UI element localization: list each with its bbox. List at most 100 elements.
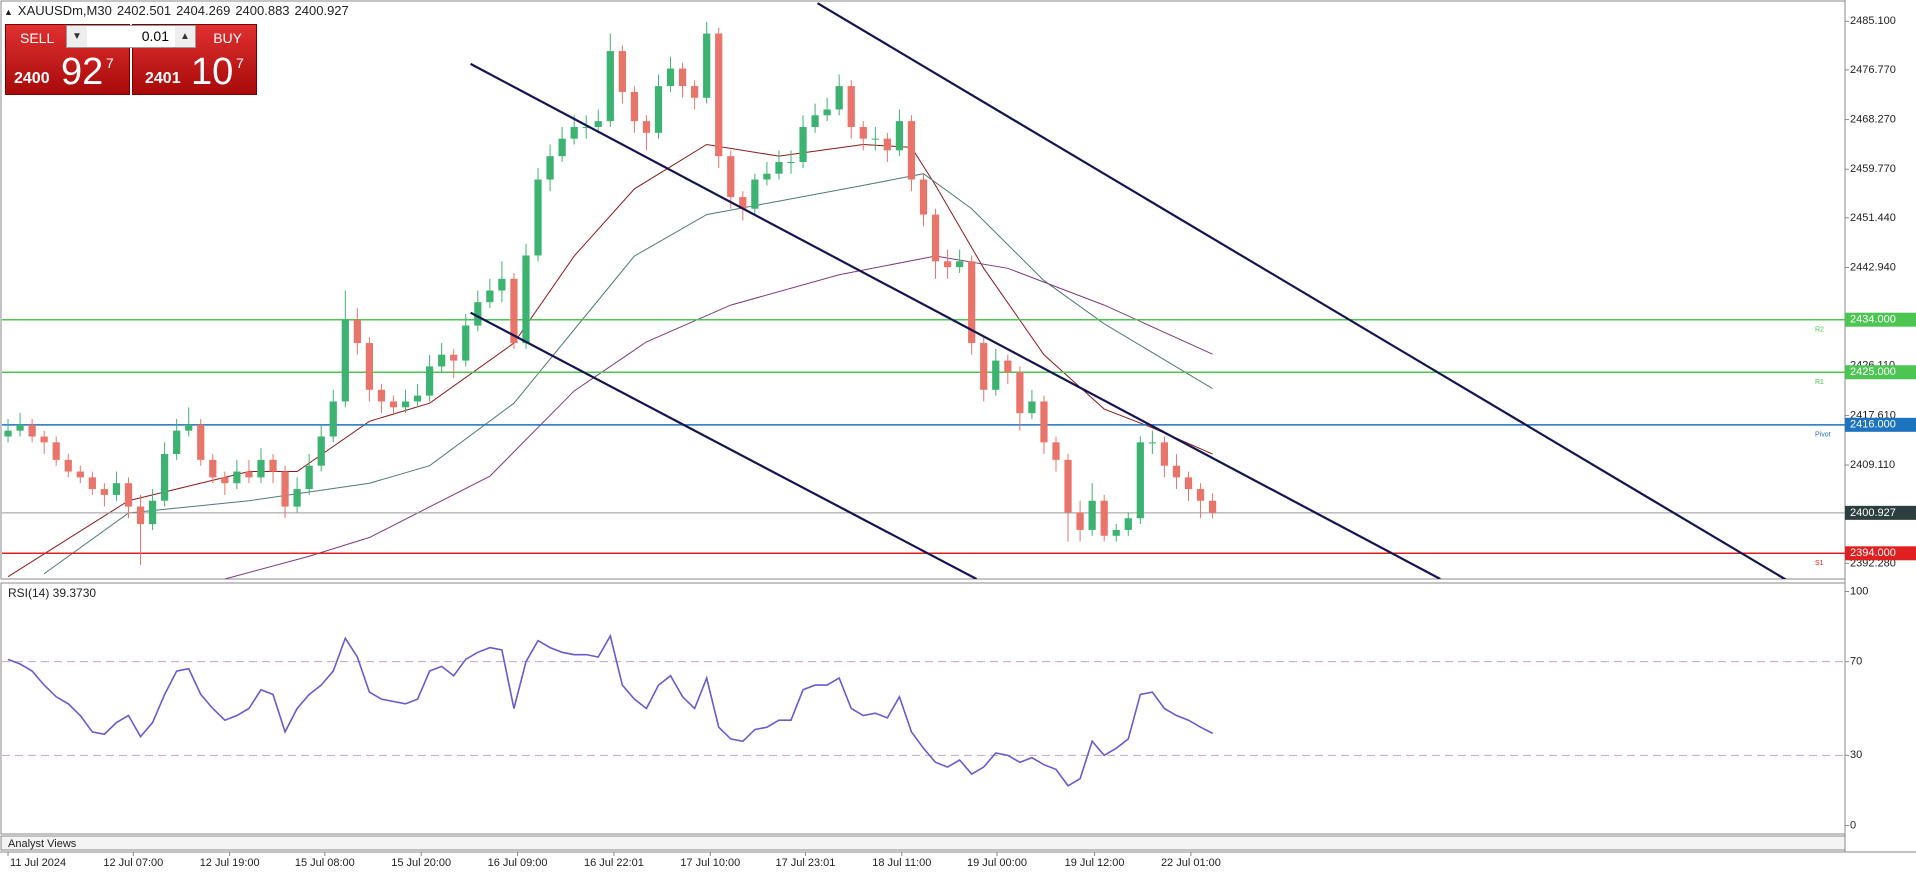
candle-body bbox=[245, 471, 253, 478]
x-tick-label: 12 Jul 19:00 bbox=[200, 857, 260, 869]
candle-body bbox=[1184, 477, 1193, 490]
ask-small: 7 bbox=[236, 55, 244, 71]
candle-body bbox=[293, 489, 301, 507]
y-tick-label: 2409.110 bbox=[1850, 459, 1895, 471]
candle-body bbox=[582, 126, 590, 128]
candle-body bbox=[1016, 372, 1024, 414]
candle-body bbox=[353, 319, 361, 344]
level-tag: R1 bbox=[1815, 379, 1824, 386]
candle-body bbox=[401, 401, 410, 408]
candle-body bbox=[1004, 360, 1012, 373]
x-tick-label: 12 Jul 07:00 bbox=[103, 857, 163, 869]
rsi-plot bbox=[2, 633, 1845, 787]
candle-body bbox=[64, 459, 72, 472]
y-tick-label: 2451.440 bbox=[1850, 212, 1896, 224]
candle-body bbox=[956, 261, 964, 268]
x-tick-label: 15 Jul 20:00 bbox=[391, 857, 451, 869]
lot-decrease[interactable]: ▼ bbox=[67, 26, 87, 47]
candle-body bbox=[715, 33, 723, 157]
x-tick-label: 17 Jul 23:01 bbox=[775, 857, 835, 869]
sell-label: SELL bbox=[20, 30, 55, 46]
high: 2404.269 bbox=[176, 3, 231, 18]
level-label-box bbox=[1845, 312, 1916, 327]
candle-body bbox=[594, 121, 602, 127]
candle-body bbox=[847, 86, 855, 127]
close: 2400.927 bbox=[294, 3, 349, 18]
candle-body bbox=[317, 436, 325, 466]
axes: 2485.100 2476.770 2468.270 2459.770 2451.440… bbox=[7, 15, 1916, 869]
candle-body bbox=[88, 477, 96, 490]
candle-body bbox=[558, 138, 566, 157]
candle-body bbox=[221, 477, 229, 484]
candle-body bbox=[823, 109, 831, 116]
candle-body bbox=[907, 121, 916, 180]
candle-body bbox=[1208, 500, 1217, 513]
x-tick-label: 17 Jul 10:00 bbox=[680, 857, 740, 869]
candle-body bbox=[426, 366, 434, 396]
level-tag: S1 bbox=[1815, 560, 1824, 567]
candle-body bbox=[1052, 442, 1060, 460]
lot-input[interactable]: ▼ 0.01 ▲ bbox=[66, 25, 196, 48]
candle-body bbox=[100, 489, 109, 495]
level-tag: Pivot bbox=[1815, 432, 1831, 439]
moving-average bbox=[7, 143, 1213, 578]
candle-body bbox=[1148, 442, 1156, 444]
candle-body bbox=[1100, 500, 1108, 536]
level-label-box bbox=[1845, 417, 1916, 432]
trendline bbox=[470, 62, 1441, 579]
ask-main: 10 bbox=[191, 51, 234, 93]
level-label: 2434.000 bbox=[1850, 314, 1896, 326]
level-label: 2425.000 bbox=[1850, 366, 1896, 378]
candle-body bbox=[522, 255, 530, 344]
candle-body bbox=[269, 459, 277, 472]
candle-body bbox=[462, 325, 470, 361]
y-tick-label: 0 bbox=[1850, 819, 1856, 831]
bid-big: 2400 bbox=[14, 70, 50, 87]
candle-body bbox=[1064, 459, 1072, 513]
symbol: XAUUSDm,M30 bbox=[17, 3, 112, 18]
candle-body bbox=[76, 471, 84, 478]
candle-body bbox=[474, 302, 482, 326]
price-panel-frame bbox=[0, 0, 1846, 580]
candle-body bbox=[486, 290, 494, 303]
y-tick-label: 70 bbox=[1850, 656, 1862, 668]
candle-body bbox=[1196, 489, 1205, 501]
candle-body bbox=[751, 179, 759, 209]
moving-average bbox=[43, 173, 1213, 575]
candle-body bbox=[233, 471, 241, 484]
candle-body bbox=[1124, 518, 1132, 530]
candle-body bbox=[510, 278, 518, 344]
candle-body bbox=[763, 173, 771, 180]
candle-body bbox=[799, 126, 807, 163]
candle-body bbox=[389, 401, 398, 408]
lot-increase[interactable]: ▲ bbox=[175, 26, 195, 47]
candle-body bbox=[112, 483, 121, 495]
level-label: 2416.000 bbox=[1850, 419, 1896, 431]
candle-body bbox=[413, 395, 422, 402]
candle-body bbox=[365, 343, 374, 390]
candle-body bbox=[919, 179, 928, 215]
open: 2402.501 bbox=[116, 3, 172, 18]
candle-body bbox=[1028, 401, 1036, 414]
bid-main: 92 bbox=[61, 51, 104, 93]
candle-body bbox=[148, 500, 157, 525]
candle-body bbox=[883, 138, 891, 151]
y-tick-label: 2459.770 bbox=[1850, 163, 1896, 175]
ask-big: 2401 bbox=[145, 70, 181, 87]
trendline bbox=[470, 311, 978, 579]
candle-body bbox=[654, 86, 663, 133]
current-price-label: 2400.927 bbox=[1850, 507, 1896, 519]
header-icon: ▲ bbox=[4, 7, 13, 17]
candle-body bbox=[4, 430, 12, 437]
candle-body bbox=[570, 126, 578, 139]
candle-body bbox=[811, 115, 819, 127]
candle-body bbox=[618, 51, 626, 92]
x-tick-label: 19 Jul 00:00 bbox=[967, 857, 1027, 869]
candle-body bbox=[775, 162, 783, 174]
level-tag: R2 bbox=[1815, 327, 1824, 334]
candle-body bbox=[1076, 512, 1084, 530]
lot-value: 0.01 bbox=[141, 28, 169, 44]
candle-body bbox=[197, 424, 205, 460]
candle-body bbox=[1172, 465, 1181, 478]
